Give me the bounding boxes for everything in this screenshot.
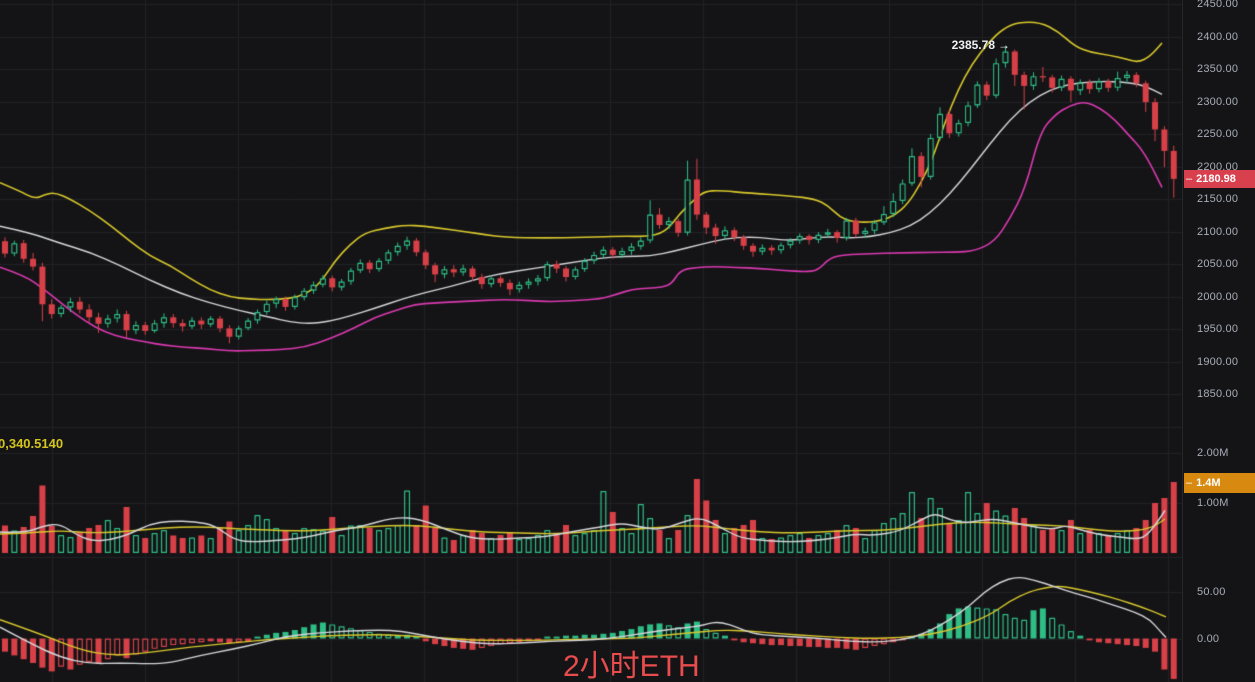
- price-axis-label: 2150.00: [1197, 193, 1239, 205]
- timeframe-symbol-label: 2小时ETH: [563, 650, 700, 682]
- price-axis-label: 1900.00: [1197, 355, 1239, 368]
- last-price-badge: – 2180.98: [1184, 169, 1255, 188]
- price-axis-label: 1950.00: [1197, 323, 1239, 335]
- price-axis-label: 2400.00: [1197, 30, 1239, 43]
- high-price-text: 2385.78: [951, 37, 995, 52]
- macd-axis-label: 0.00: [1197, 632, 1220, 645]
- price-axis-label: 2050.00: [1197, 258, 1239, 270]
- arrow-right-icon: →: [998, 37, 1010, 52]
- price-axis-label: 2000.00: [1197, 290, 1239, 303]
- price-axis-label: 2200.00: [1197, 160, 1239, 173]
- price-axis-label: 2350.00: [1197, 63, 1239, 75]
- price-axis-label: 2300.00: [1197, 95, 1239, 108]
- macd-axis-label: 50.00: [1197, 585, 1226, 598]
- current-volume-value: 1.4M: [1196, 477, 1221, 489]
- price-axis-label: 2450.00: [1197, 0, 1239, 10]
- tick-dash-icon: –: [1186, 477, 1193, 489]
- current-volume-badge: – 1.4M: [1184, 473, 1255, 493]
- volume-indicator-value: 0,340.5140: [0, 436, 64, 451]
- volume-axis-label: 2.00M: [1197, 447, 1229, 459]
- price-axis-label: 2100.00: [1197, 225, 1239, 238]
- last-price-value: 2180.98: [1196, 172, 1236, 185]
- volume-axis-label: 1.00M: [1197, 497, 1229, 509]
- price-axis-label: 2250.00: [1197, 128, 1239, 140]
- price-axis-label: 1850.00: [1197, 388, 1239, 400]
- marked-high-label: 2385.78 →: [952, 38, 1010, 52]
- price-axis-column[interactable]: 2450.00 2400.00 2350.00 2300.00 2250.00 2200.…: [1182, 0, 1255, 682]
- tick-dash-icon: –: [1186, 172, 1193, 185]
